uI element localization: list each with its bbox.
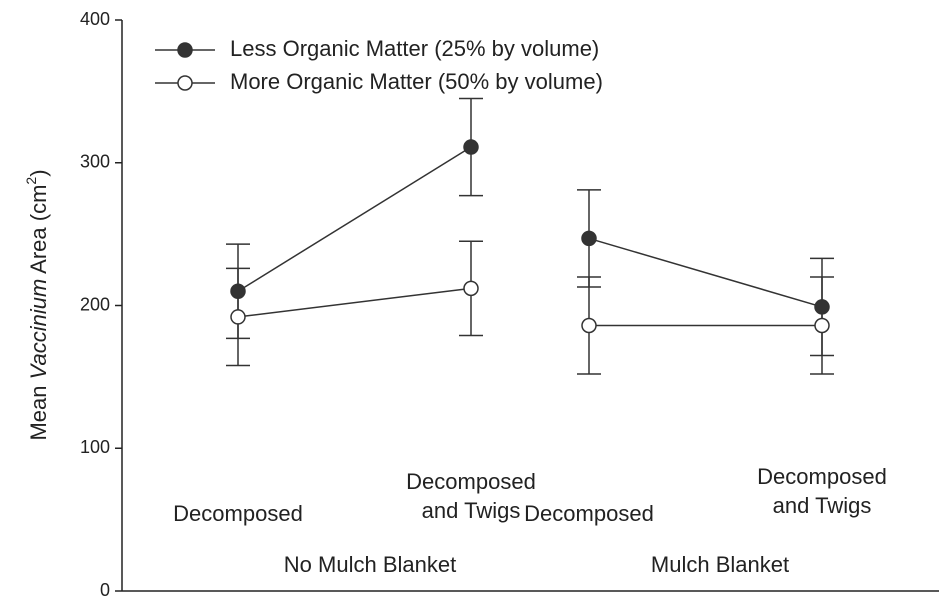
- y-label-superscript: 2: [23, 177, 39, 185]
- x-tick-label: Decomposed: [524, 501, 654, 526]
- legend-label: More Organic Matter (50% by volume): [230, 69, 603, 94]
- y-label-middle: Area (cm: [26, 185, 51, 279]
- data-point: [814, 317, 830, 334]
- y-label-italic: Vaccinium: [26, 279, 51, 380]
- data-point: [814, 299, 830, 315]
- x-tick-label: Decomposed: [757, 464, 887, 489]
- legend-label: Less Organic Matter (25% by volume): [230, 36, 599, 61]
- y-label-prefix: Mean: [26, 379, 51, 440]
- group-label: Mulch Blanket: [651, 552, 789, 577]
- y-tick-label: 400: [80, 9, 110, 29]
- y-axis-label: Mean Vaccinium Area (cm2): [23, 169, 51, 440]
- y-tick-label: 200: [80, 294, 110, 314]
- x-tick-label: and Twigs: [773, 493, 872, 518]
- y-tick-label: 300: [80, 152, 110, 172]
- data-point: [463, 280, 479, 297]
- data-point: [230, 283, 246, 299]
- y-label-suffix: ): [26, 169, 51, 176]
- legend-marker: [177, 75, 193, 91]
- series-line: [237, 146, 472, 292]
- x-tick-label: and Twigs: [422, 498, 521, 523]
- data-point: [230, 309, 246, 325]
- data-point: [581, 230, 597, 247]
- y-tick-label: 0: [100, 580, 110, 600]
- y-tick-label: 100: [80, 437, 110, 457]
- data-point: [581, 317, 597, 334]
- x-tick-label: Decomposed: [173, 501, 303, 526]
- legend-marker: [177, 42, 193, 58]
- series-line: [237, 287, 472, 318]
- x-tick-label: Decomposed: [406, 469, 536, 494]
- group-label: No Mulch Blanket: [284, 552, 456, 577]
- series-line: [588, 237, 823, 308]
- data-point: [463, 139, 479, 155]
